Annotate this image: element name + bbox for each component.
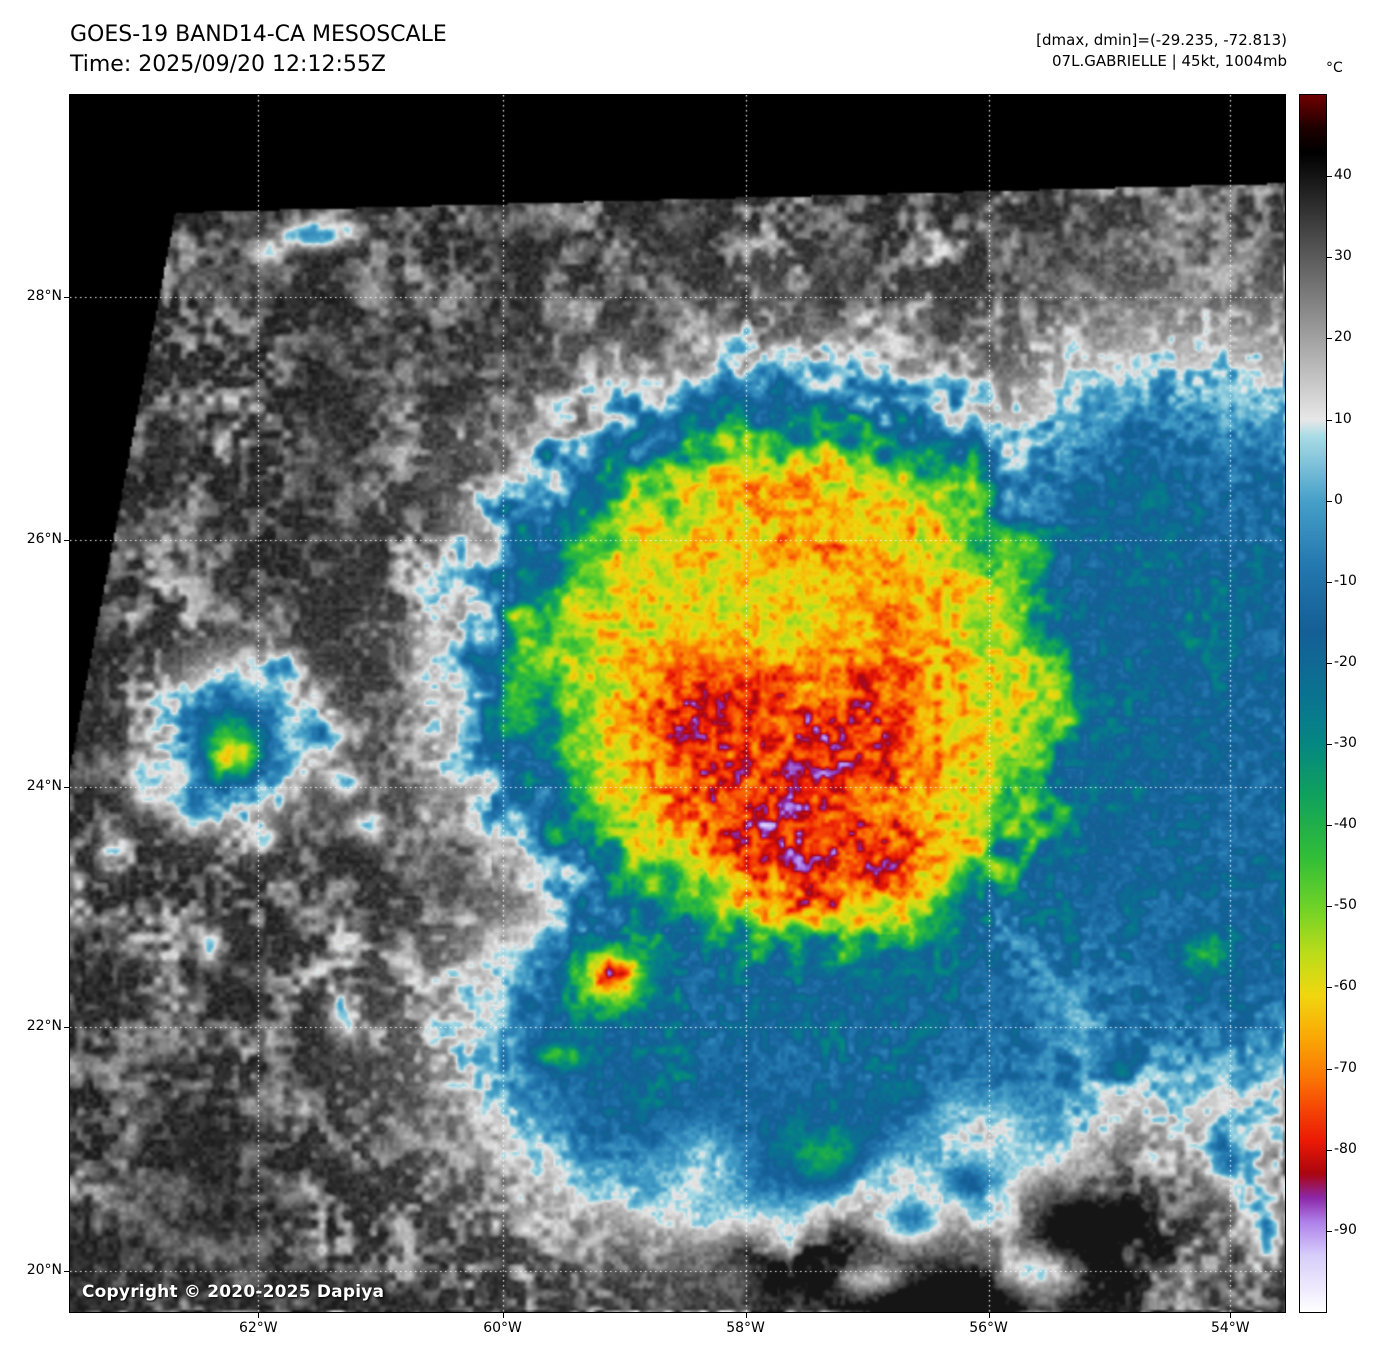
colorbar bbox=[1299, 94, 1327, 1313]
colorbar-tickmark bbox=[1327, 662, 1332, 664]
colorbar-tickmark bbox=[1327, 1149, 1332, 1151]
satellite-map: Copyright © 2020-2025 Dapiya bbox=[69, 94, 1286, 1313]
colorbar-tickmark bbox=[1327, 338, 1332, 340]
colorbar-tickmark bbox=[1327, 1230, 1332, 1232]
colorbar-unit-label: °C bbox=[1326, 60, 1343, 76]
header-titles: GOES-19 BAND14-CA MESOSCALE Time: 2025/0… bbox=[70, 20, 447, 80]
lat-tickmark bbox=[64, 297, 69, 299]
colorbar-tick-label: -50 bbox=[1334, 897, 1357, 914]
satellite-imagery-canvas bbox=[70, 95, 1285, 1312]
lat-tick-label: 24°N bbox=[26, 778, 62, 795]
lon-tickmark bbox=[1230, 1313, 1232, 1318]
colorbar-tick-label: -90 bbox=[1334, 1221, 1357, 1238]
colorbar-tick-label: -20 bbox=[1334, 653, 1357, 670]
colorbar-tick-label: -60 bbox=[1334, 978, 1357, 995]
colorbar-tickmark bbox=[1327, 581, 1332, 583]
colorbar-tick-label: 40 bbox=[1334, 167, 1352, 184]
header-info: [dmax, dmin]=(-29.235, -72.813) 07L.GABR… bbox=[1036, 30, 1287, 72]
product-title: GOES-19 BAND14-CA MESOSCALE bbox=[70, 22, 447, 47]
timestamp-label: Time: 2025/09/20 12:12:55Z bbox=[70, 52, 386, 77]
colorbar-tick-label: -10 bbox=[1334, 572, 1357, 589]
lon-tick-label: 56°W bbox=[969, 1320, 1008, 1336]
colorbar-tickmark bbox=[1327, 744, 1332, 746]
copyright-label: Copyright © 2020-2025 Dapiya bbox=[82, 1282, 385, 1302]
colorbar-tickmark bbox=[1327, 257, 1332, 259]
lat-tick-label: 20°N bbox=[26, 1261, 62, 1278]
storm-info-label: 07L.GABRIELLE | 45kt, 1004mb bbox=[1052, 52, 1287, 70]
lon-tickmark bbox=[502, 1313, 504, 1318]
colorbar-tickmark bbox=[1327, 906, 1332, 908]
colorbar-tick-label: 20 bbox=[1334, 329, 1352, 346]
lat-tickmark bbox=[64, 787, 69, 789]
lon-tick-label: 54°W bbox=[1210, 1320, 1250, 1336]
dmax-dmin-label: [dmax, dmin]=(-29.235, -72.813) bbox=[1036, 31, 1287, 49]
lat-tick-label: 22°N bbox=[26, 1018, 62, 1035]
colorbar-tick-label: -30 bbox=[1334, 735, 1357, 752]
lon-tickmark bbox=[745, 1313, 747, 1318]
lon-tick-label: 58°W bbox=[726, 1320, 765, 1336]
colorbar-tickmark bbox=[1327, 987, 1332, 989]
colorbar-tickmark bbox=[1327, 419, 1332, 421]
lon-tick-label: 62°W bbox=[238, 1320, 278, 1336]
lat-tickmark bbox=[64, 1027, 69, 1029]
lon-tickmark bbox=[258, 1313, 260, 1318]
colorbar-tickmark bbox=[1327, 825, 1332, 827]
lat-tick-label: 26°N bbox=[26, 531, 62, 548]
colorbar-tick-label: 30 bbox=[1334, 248, 1352, 265]
colorbar-tickmark bbox=[1327, 1068, 1332, 1070]
lat-tick-label: 28°N bbox=[26, 288, 62, 305]
lon-tick-label: 60°W bbox=[483, 1320, 522, 1336]
colorbar-tickmark bbox=[1327, 500, 1332, 502]
lon-tickmark bbox=[988, 1313, 990, 1318]
colorbar-tick-label: -40 bbox=[1334, 816, 1357, 833]
colorbar-tick-label: -80 bbox=[1334, 1140, 1357, 1157]
colorbar-tick-label: -70 bbox=[1334, 1059, 1357, 1076]
lat-tickmark bbox=[64, 1270, 69, 1272]
colorbar-tick-label: 10 bbox=[1334, 410, 1352, 427]
colorbar-tickmark bbox=[1327, 176, 1332, 178]
lat-tickmark bbox=[64, 540, 69, 542]
colorbar-tick-label: 0 bbox=[1334, 491, 1343, 508]
